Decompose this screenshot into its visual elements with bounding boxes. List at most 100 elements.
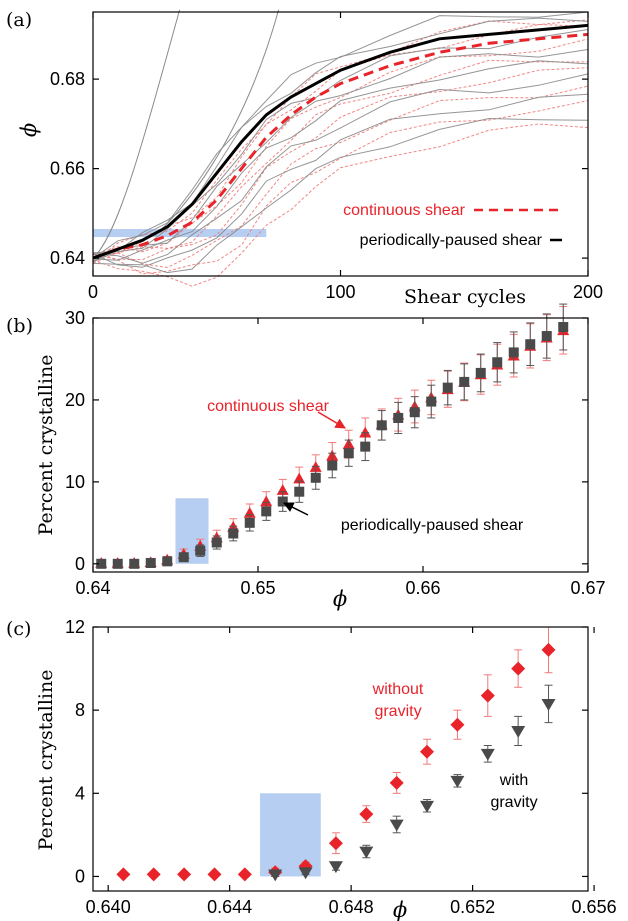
panel-a-xlabel: Shear cycles xyxy=(404,286,526,308)
individual-run-trace xyxy=(92,93,589,268)
panel-c-frame xyxy=(92,626,589,892)
data-point xyxy=(541,642,556,657)
y-tick-label: 0 xyxy=(75,866,85,886)
steep-run-trace xyxy=(92,9,181,259)
legend-paused-label: periodically-paused shear xyxy=(360,232,543,249)
data-point xyxy=(389,819,404,832)
data-point xyxy=(277,496,288,507)
data-point xyxy=(359,807,374,822)
data-point xyxy=(511,661,526,676)
individual-run-trace xyxy=(92,73,589,264)
data-point xyxy=(96,558,107,569)
panel-b: (b) 0.64 0.65 0.66 0.67 0 10 20 30 Percent crys… xyxy=(6,303,606,611)
highlight-band xyxy=(93,229,267,238)
data-point xyxy=(511,726,526,738)
individual-run-trace xyxy=(92,23,589,258)
y-tick-label: 10 xyxy=(65,472,85,492)
x-tick-label: 0.652 xyxy=(450,897,495,917)
data-point xyxy=(420,800,434,813)
data-point xyxy=(298,867,313,880)
data-point xyxy=(112,558,123,569)
series-line xyxy=(92,23,589,260)
panel-a: (a) 0 100 200 0.64 0.66 0.68 ϕ Shear cycles c… xyxy=(6,9,603,308)
x-tick-label: 0.656 xyxy=(572,897,617,917)
annotation-without-1: without xyxy=(372,681,424,698)
data-point xyxy=(426,396,437,407)
panel-c-label: (c) xyxy=(6,618,31,640)
data-point xyxy=(480,748,495,761)
x-tick-label: 0.64 xyxy=(75,578,110,598)
data-point xyxy=(268,869,283,882)
data-point xyxy=(343,448,354,459)
data-point xyxy=(195,545,206,556)
y-tick-label: 8 xyxy=(75,700,85,720)
x-tick-label: 0.65 xyxy=(240,578,275,598)
x-tick-label: 200 xyxy=(573,282,603,302)
panel-b-frame xyxy=(92,317,589,573)
y-tick-label: 0.68 xyxy=(50,69,85,89)
data-point xyxy=(328,836,343,851)
individual-run-trace xyxy=(92,85,589,269)
panel-a-label: (a) xyxy=(6,9,32,31)
annotation-paused: periodically-paused shear xyxy=(341,517,524,534)
data-point xyxy=(360,441,371,452)
data-point xyxy=(294,486,305,497)
legend-continuous-label: continuous shear xyxy=(343,202,466,219)
annotation-continuous-arrow xyxy=(317,411,346,429)
x-tick-label: 0.67 xyxy=(570,578,605,598)
data-point xyxy=(244,517,255,528)
y-tick-label: 30 xyxy=(65,308,85,328)
x-tick-label: 100 xyxy=(325,282,355,302)
y-tick-label: 4 xyxy=(75,783,85,803)
individual-run-trace xyxy=(92,117,589,274)
data-point xyxy=(116,867,131,882)
panel-c-xlabel: ϕ xyxy=(393,898,407,921)
panel-a-ylabel: ϕ xyxy=(17,123,41,137)
data-point xyxy=(359,846,374,859)
data-point xyxy=(310,472,321,483)
data-point xyxy=(260,495,273,507)
panel-b-label: (b) xyxy=(6,315,33,337)
data-point xyxy=(228,528,239,539)
data-point xyxy=(508,347,519,358)
data-point xyxy=(162,556,173,567)
annotation-paused-arrow xyxy=(283,502,309,516)
annotation-without-2: gravity xyxy=(374,703,421,720)
panel-c: (c) 0.640 0.644 0.648 0.652 0.656 0 4 8 12 Perce… xyxy=(6,617,617,921)
data-point xyxy=(558,322,569,333)
data-point xyxy=(459,376,470,387)
annotation-with-2: gravity xyxy=(490,794,537,811)
data-point xyxy=(211,537,222,548)
x-tick-label: 0.648 xyxy=(329,897,374,917)
data-point xyxy=(376,420,387,431)
data-point xyxy=(178,552,189,563)
y-tick-label: 0.66 xyxy=(50,159,85,179)
panel-b-ylabel: Percent crystalline xyxy=(35,355,57,536)
steep-run-trace xyxy=(154,9,280,237)
y-tick-label: 0 xyxy=(75,554,85,574)
individual-run-trace xyxy=(92,60,589,261)
x-tick-label: 0.640 xyxy=(86,897,131,917)
data-point xyxy=(541,699,556,711)
data-point xyxy=(129,558,140,569)
data-point xyxy=(450,775,465,788)
panel-b-xlabel: ϕ xyxy=(333,587,347,611)
data-point xyxy=(420,744,434,759)
data-point xyxy=(541,331,552,342)
data-point xyxy=(492,357,503,368)
individual-run-trace xyxy=(92,123,589,287)
data-point xyxy=(177,867,192,882)
individual-run-trace xyxy=(92,59,588,264)
individual-run-trace xyxy=(92,67,589,261)
data-point xyxy=(261,506,272,517)
x-tick-label: 0.644 xyxy=(207,897,252,917)
x-tick-label: 0.66 xyxy=(405,578,440,598)
data-point xyxy=(359,426,372,438)
data-point xyxy=(525,339,536,350)
individual-run-trace xyxy=(92,38,589,256)
individual-run-trace xyxy=(92,49,589,262)
y-tick-label: 0.64 xyxy=(50,248,85,268)
series-line xyxy=(92,32,589,260)
data-point xyxy=(393,412,404,423)
